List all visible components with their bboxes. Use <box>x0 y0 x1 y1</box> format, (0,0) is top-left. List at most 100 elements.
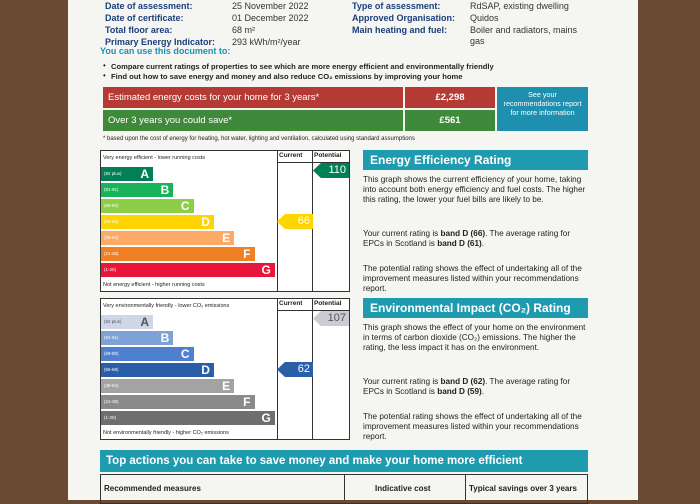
actions-bar <box>100 450 588 472</box>
divider <box>344 474 345 500</box>
field-value: 293 kWh/m²/year <box>232 37 301 47</box>
text-run: This graph shows the effect of your home… <box>363 323 586 352</box>
text-run: The potential rating shows the effect of… <box>363 264 582 293</box>
column-heading: Potential <box>314 152 342 159</box>
field-label: Main heating and fuel: <box>352 25 448 35</box>
band-range: (92 plus) <box>104 171 122 176</box>
column-heading: Indicative cost <box>375 484 431 493</box>
bullet: Find out how to save energy and money an… <box>111 72 463 81</box>
band-letter: D <box>201 215 210 229</box>
text-run: The potential rating shows the effect of… <box>363 412 582 441</box>
band: (55-68) D <box>101 215 214 229</box>
scale-top-label: Very environmentally friendly - lower CO… <box>103 303 230 309</box>
band-letter: G <box>261 263 271 277</box>
text-run: . <box>481 238 485 248</box>
band: (39-54) E <box>101 379 235 393</box>
band-letter: E <box>222 379 231 393</box>
band: (1-20) G <box>101 263 275 277</box>
divider <box>277 162 350 163</box>
band-range: (55-68) <box>104 367 119 372</box>
potential-rating: 107 <box>313 311 349 326</box>
paragraph: This graph shows the current efficiency … <box>363 175 589 205</box>
band: (81-91) B <box>101 331 174 345</box>
field-label: Total floor area: <box>105 25 173 35</box>
field-label: Approved Organisation: <box>352 13 456 23</box>
band-range: (39-54) <box>104 383 119 388</box>
band: (92 plus) A <box>101 315 153 329</box>
band-range: (39-54) <box>104 235 119 240</box>
band-letter: F <box>243 247 251 261</box>
rating-heading: Energy Efficiency Rating <box>363 150 588 170</box>
text-run: band D (66) <box>440 229 486 238</box>
column-heading: Current <box>279 152 303 159</box>
actions-title: Top actions you can take to save money a… <box>106 455 523 467</box>
rating-heading: Environmental Impact (CO₂) Rating <box>363 298 588 318</box>
band-letter: B <box>160 183 170 197</box>
scale-bottom-label: Not environmentally friendly - higher CO… <box>103 430 229 436</box>
current-rating: 66 <box>277 214 313 229</box>
field-label: Primary Energy Indicator: <box>105 37 216 47</box>
divider <box>277 298 278 440</box>
field-value: 68 m² <box>232 25 256 35</box>
band-letter: C <box>180 199 190 213</box>
band: (81-91) B <box>101 183 174 197</box>
field-value: RdSAP, existing dwelling <box>470 1 569 11</box>
band: (21-38) F <box>101 395 255 409</box>
band-letter: E <box>222 231 231 245</box>
section-title: You can use this document to: <box>100 46 231 56</box>
field-value: Boiler and radiators, mains gas <box>470 25 578 46</box>
cost-label-cell <box>103 110 403 131</box>
field-label: Date of assessment: <box>105 1 193 11</box>
cost-label-cell <box>103 87 403 108</box>
band: (1-20) G <box>101 411 275 425</box>
column-heading: Current <box>279 300 303 307</box>
band-letter: F <box>243 395 251 409</box>
bullet: Compare current ratings of properties to… <box>111 62 494 71</box>
band-range: (1-20) <box>104 415 117 420</box>
band-letter: A <box>140 167 149 181</box>
band-range: (69-80) <box>104 203 119 208</box>
text-run: . The average rating for EPCs in Scotlan… <box>363 229 571 248</box>
band-letter: D <box>201 363 210 377</box>
paragraph: The potential rating shows the effect of… <box>363 412 589 442</box>
text-run: This graph shows the current efficiency … <box>363 175 586 204</box>
bullet-dot: • <box>103 61 106 70</box>
recommend-note: See your recommendations report for more… <box>497 87 588 131</box>
cost-value-cell <box>405 87 495 108</box>
text-run: . The average rating for EPCs in Scotlan… <box>363 377 571 396</box>
potential-rating: 110 <box>313 163 349 178</box>
band-range: (92 plus) <box>104 319 122 324</box>
field-label: Date of certificate: <box>105 13 184 23</box>
band-range: (21-38) <box>104 399 119 404</box>
band-range: (21-38) <box>104 251 119 256</box>
column-heading: Potential <box>314 300 342 307</box>
divider <box>277 150 278 292</box>
current-rating: 62 <box>277 362 313 377</box>
footnote: * based upon the cost of energy for heat… <box>103 136 415 142</box>
band-range: (55-68) <box>104 219 119 224</box>
band-range: (69-80) <box>104 351 119 356</box>
band: (55-68) D <box>101 363 214 377</box>
cost-label: Over 3 years you could save* <box>108 115 233 126</box>
field-label: Type of assessment: <box>352 1 441 11</box>
cost-value: £2,298 <box>435 92 465 103</box>
text-run: Your current rating is <box>363 377 441 386</box>
paragraph: Your current rating is band D (66). The … <box>363 229 589 249</box>
scale-top-label: Very energy efficient - lower running co… <box>103 155 206 161</box>
band-letter: A <box>140 315 149 329</box>
field-value: Quidos <box>470 13 499 23</box>
band-letter: C <box>180 347 190 361</box>
band-range: (81-91) <box>104 335 119 340</box>
field-value: 01 December 2022 <box>232 13 309 23</box>
text-run: Your current rating is <box>363 229 441 238</box>
cost-value-cell <box>405 110 495 131</box>
band: (21-38) F <box>101 247 255 261</box>
band: (92 plus) A <box>101 167 153 181</box>
band-letter: B <box>160 331 170 345</box>
band-range: (1-20) <box>104 267 117 272</box>
cost-value: £561 <box>439 115 461 126</box>
text-run: band D (61) <box>437 238 482 248</box>
paragraph: The potential rating shows the effect of… <box>363 264 589 294</box>
band: (39-54) E <box>101 231 235 245</box>
